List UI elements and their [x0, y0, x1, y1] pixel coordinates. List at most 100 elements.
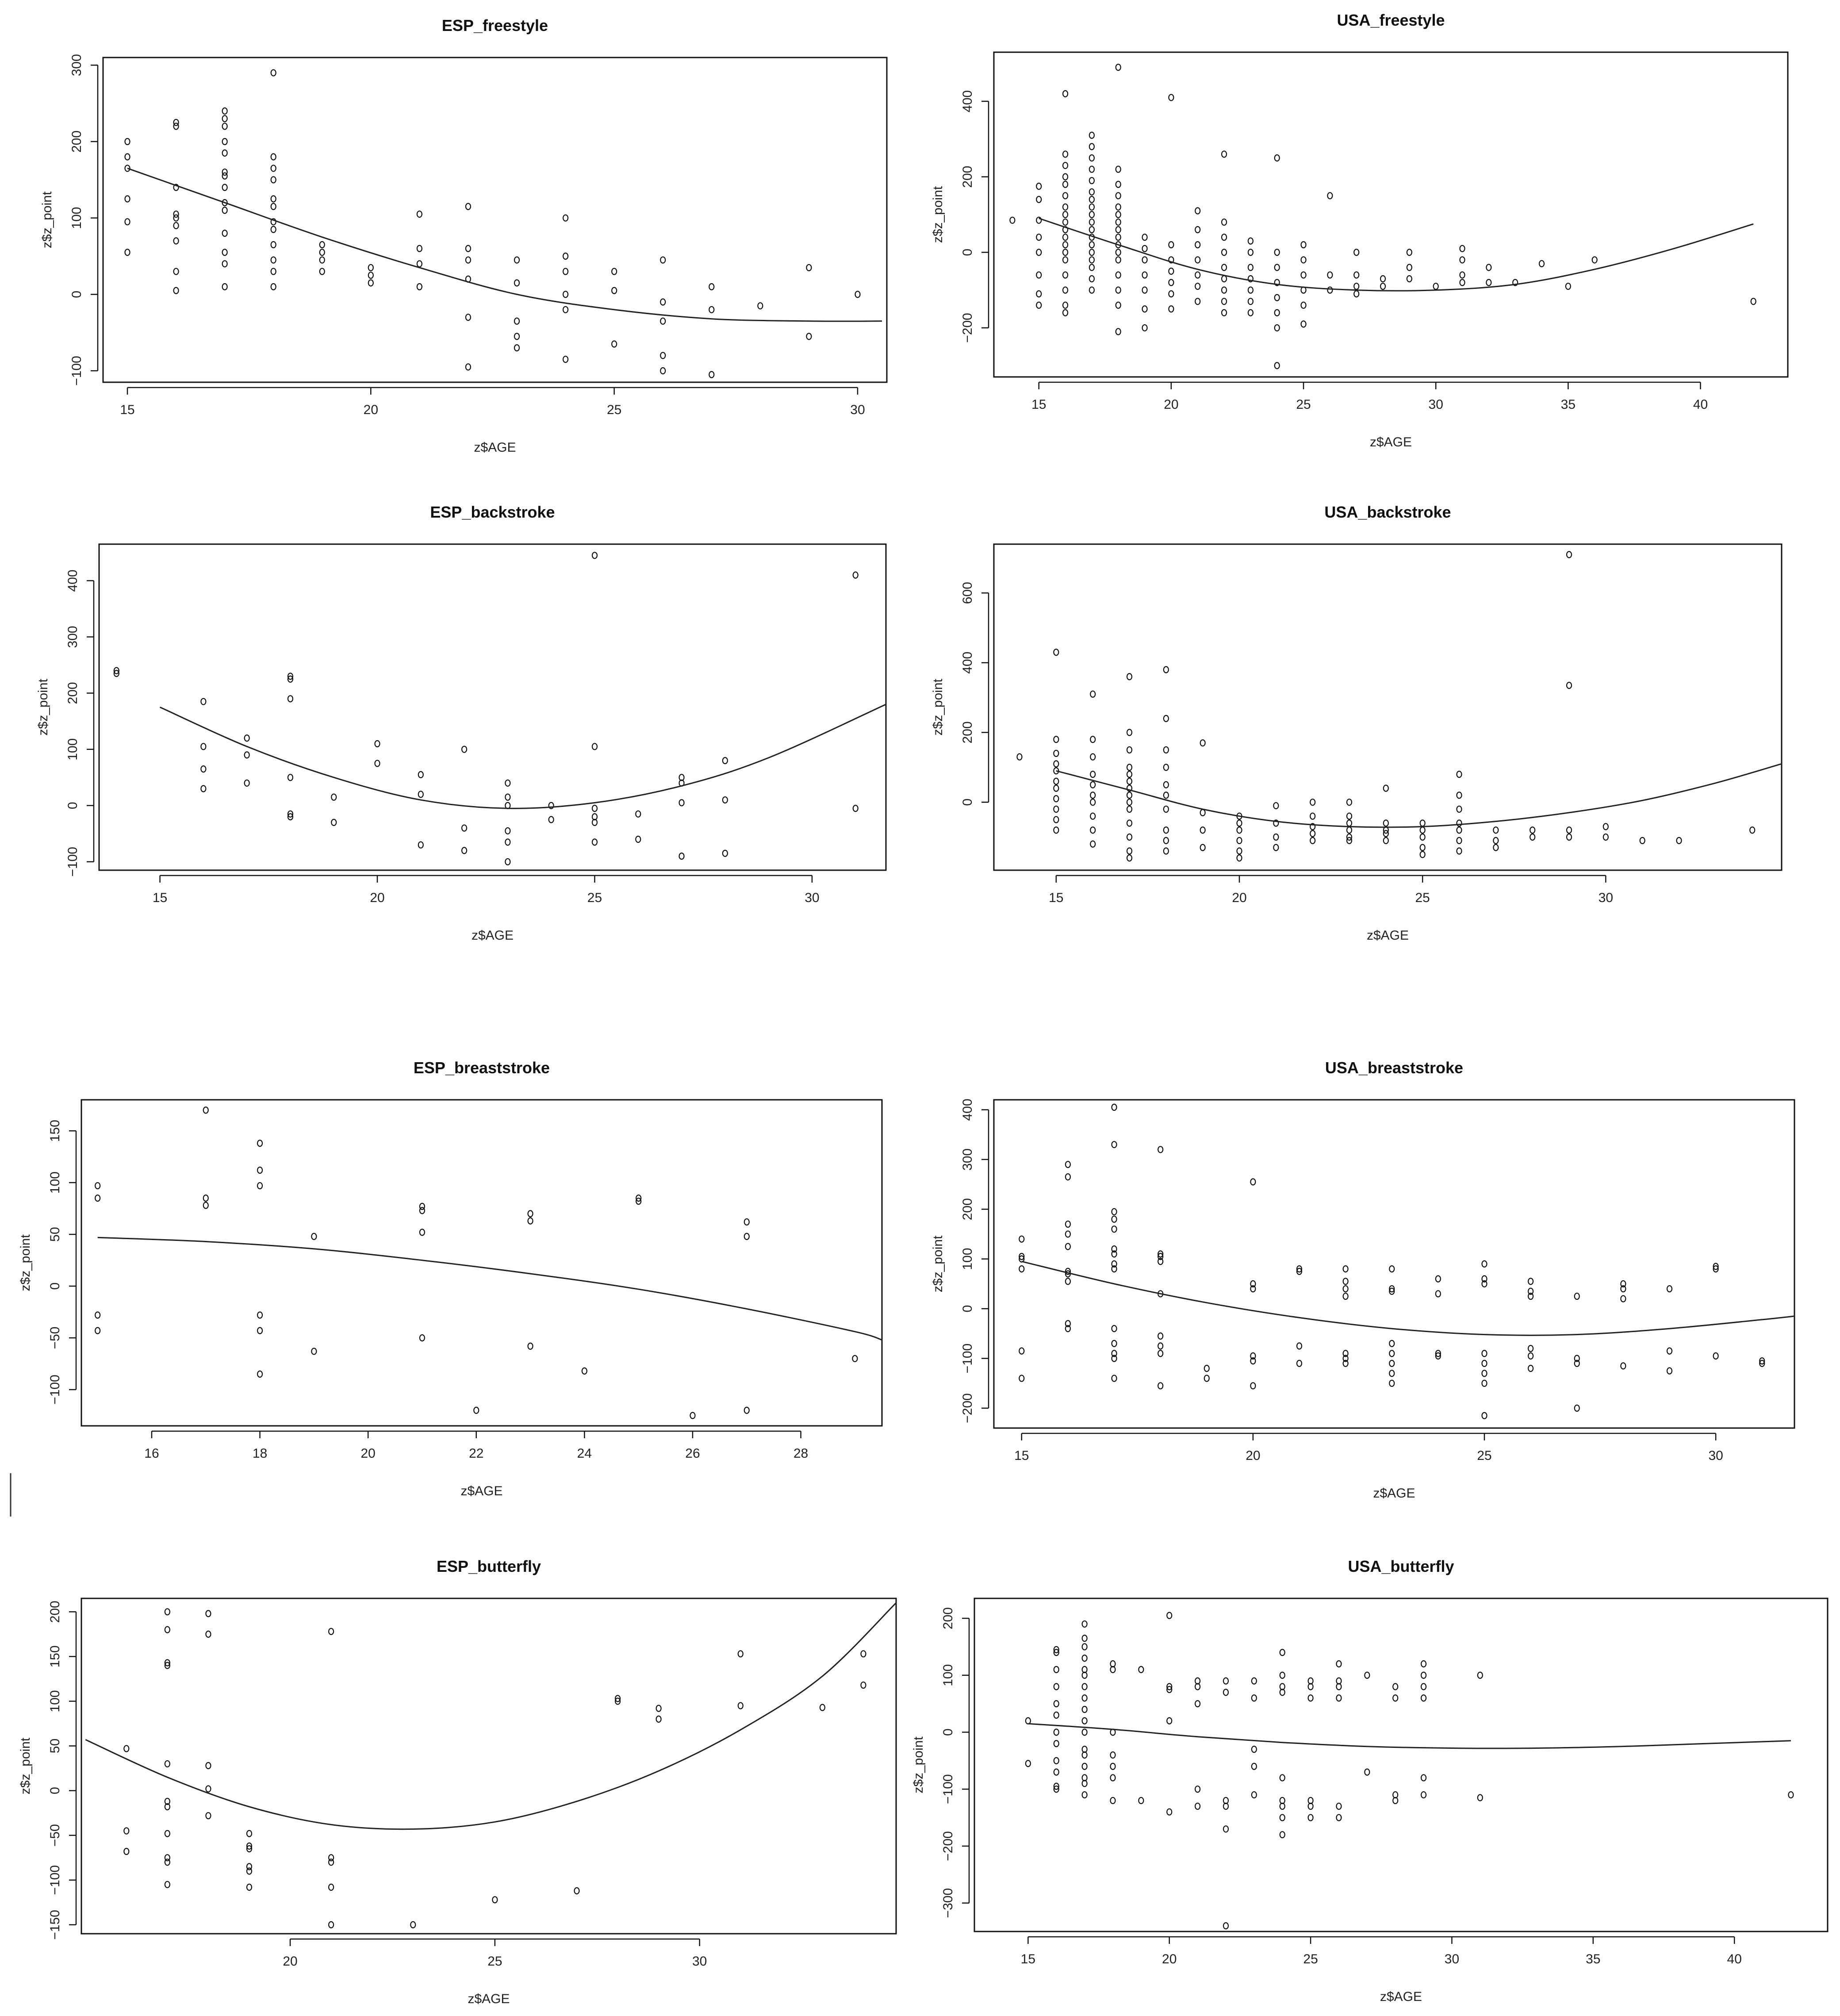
data-point: [1481, 1260, 1487, 1268]
data-point: [1025, 1717, 1031, 1724]
data-point: [1327, 286, 1333, 294]
data-point: [200, 785, 207, 792]
data-point: [1142, 271, 1148, 279]
data-point: [1250, 1285, 1256, 1293]
plot-frame: [993, 1099, 1795, 1429]
data-point: [1383, 784, 1389, 792]
y-tick-label: 150: [48, 1645, 62, 1667]
y-tick-label: −300: [941, 1888, 955, 1918]
data-point: [1300, 241, 1307, 249]
data-point: [368, 264, 374, 272]
data-point: [737, 1650, 744, 1658]
data-point: [1009, 216, 1016, 224]
data-point: [1111, 1225, 1117, 1233]
data-point: [636, 1198, 642, 1205]
data-point: [1089, 143, 1095, 150]
data-point: [1090, 799, 1096, 806]
data-point: [1126, 777, 1133, 785]
data-point: [660, 317, 666, 325]
y-tick-label: 100: [69, 207, 84, 229]
data-point: [123, 1827, 130, 1835]
data-point: [287, 695, 294, 703]
y-tick-label: −100: [941, 1774, 955, 1804]
data-point: [1346, 812, 1353, 820]
data-point: [1126, 805, 1133, 813]
data-point: [1459, 271, 1465, 279]
data-point: [1251, 1791, 1257, 1799]
data-point: [656, 1705, 662, 1712]
data-point: [1481, 1379, 1487, 1387]
data-point: [562, 214, 569, 222]
data-point: [1158, 1350, 1164, 1357]
data-point: [1481, 1412, 1487, 1419]
data-point: [1081, 1763, 1088, 1770]
data-point: [124, 249, 130, 256]
data-point: [1420, 1694, 1427, 1702]
y-axis-label: z$z_point: [931, 1235, 945, 1292]
data-point: [1166, 1612, 1173, 1619]
data-point: [1223, 1922, 1229, 1930]
data-point: [246, 1883, 253, 1891]
x-tick-label: 15: [1014, 1448, 1029, 1463]
data-point: [246, 1830, 253, 1837]
chart-title: USA_breaststroke: [1325, 1059, 1463, 1077]
x-tick-label: 25: [607, 403, 621, 417]
data-point: [1620, 1362, 1626, 1370]
data-point: [1062, 256, 1069, 264]
y-tick-label: 300: [960, 1148, 975, 1171]
data-point: [1089, 177, 1095, 184]
y-tick-label: 200: [960, 1198, 975, 1220]
y-tick-label: 400: [960, 90, 975, 112]
data-point: [1236, 847, 1242, 855]
plot-frame: [993, 543, 1782, 871]
data-point: [1062, 192, 1069, 200]
data-point: [562, 306, 569, 314]
data-point: [203, 1202, 209, 1209]
data-point: [1090, 812, 1096, 820]
data-point: [419, 1202, 426, 1210]
data-point: [257, 1311, 263, 1319]
data-point: [1221, 286, 1227, 294]
x-tick-label: 15: [1031, 397, 1046, 412]
data-point: [1089, 275, 1095, 283]
data-point: [1126, 746, 1133, 754]
data-point: [1163, 847, 1169, 855]
data-point: [1364, 1671, 1370, 1679]
data-point: [1380, 283, 1386, 290]
y-tick-label: −150: [48, 1910, 62, 1940]
data-point: [419, 1207, 426, 1214]
data-point: [1081, 1705, 1088, 1713]
data-point: [1110, 1797, 1116, 1805]
data-point: [124, 165, 130, 172]
fit-curve: [97, 1236, 882, 1341]
data-point: [270, 241, 276, 249]
data-point: [257, 1370, 263, 1378]
x-tick-label: 30: [1598, 891, 1613, 905]
chart-title: USA_butterfly: [1348, 1557, 1454, 1575]
data-point: [1166, 1717, 1173, 1724]
y-tick-label: 200: [48, 1601, 62, 1623]
fit-curve: [127, 167, 882, 322]
data-point: [124, 218, 130, 226]
data-point: [1062, 286, 1069, 294]
data-point: [1126, 729, 1133, 736]
data-point: [1195, 1683, 1201, 1690]
data-point: [222, 283, 228, 291]
data-point: [164, 1859, 170, 1866]
data-point: [1090, 736, 1096, 743]
data-point: [1486, 264, 1492, 271]
data-point: [527, 1342, 533, 1350]
data-point: [1089, 241, 1095, 249]
data-point: [548, 802, 554, 809]
data-point: [1389, 1340, 1395, 1347]
data-point: [1115, 203, 1121, 211]
data-point: [1163, 666, 1169, 673]
data-point: [270, 203, 276, 210]
data-point: [1163, 781, 1169, 788]
data-point: [548, 816, 554, 823]
data-point: [1090, 791, 1096, 799]
data-point: [1158, 1332, 1164, 1340]
data-point: [722, 796, 728, 804]
data-point: [1419, 851, 1426, 858]
data-point: [1493, 844, 1499, 851]
